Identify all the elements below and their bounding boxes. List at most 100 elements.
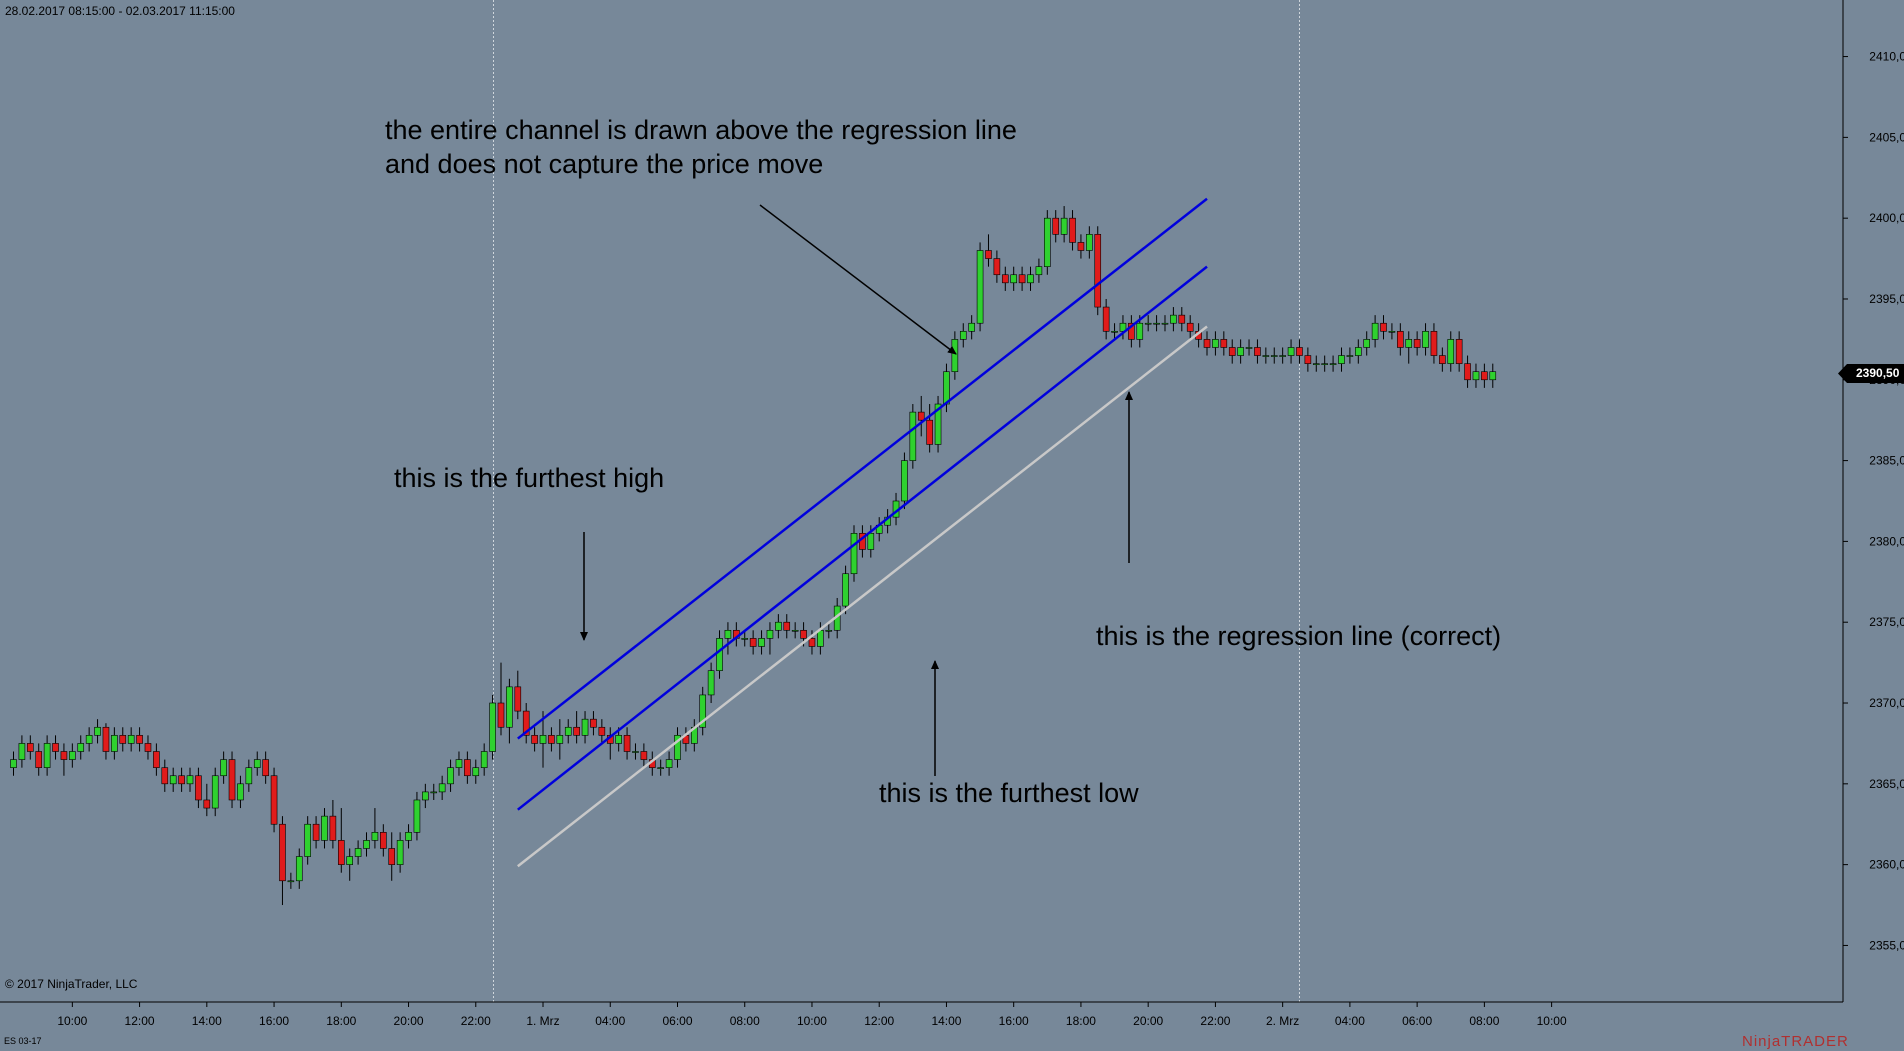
candle-body bbox=[1422, 331, 1429, 348]
candle bbox=[52, 735, 59, 760]
candle-body bbox=[1481, 371, 1488, 381]
candle-body bbox=[413, 799, 421, 833]
candle-body bbox=[245, 767, 253, 785]
y-tick-label: 2380,00 bbox=[1869, 534, 1904, 548]
candle-body bbox=[178, 775, 185, 785]
candle bbox=[35, 743, 43, 776]
candle bbox=[1447, 331, 1455, 372]
candle bbox=[228, 751, 236, 809]
candle-body bbox=[1254, 347, 1261, 356]
candle bbox=[169, 767, 177, 792]
candle bbox=[455, 751, 463, 776]
annotation-furthest-low[interactable]: this is the furthest low bbox=[879, 778, 1139, 808]
candle-body bbox=[321, 815, 328, 841]
x-tick-label: 04:00 bbox=[1335, 1014, 1365, 1028]
candle bbox=[1018, 266, 1026, 291]
candle-body bbox=[18, 743, 26, 760]
candle-body bbox=[464, 759, 471, 777]
candle-body bbox=[472, 767, 480, 777]
candle-body bbox=[783, 621, 791, 631]
candle-body bbox=[632, 751, 639, 753]
annotation-channel-line-1[interactable]: the entire channel is drawn above the re… bbox=[385, 115, 1017, 145]
candle-body bbox=[985, 250, 992, 259]
candle-body bbox=[951, 339, 959, 373]
candle-body bbox=[943, 371, 950, 405]
candle bbox=[934, 395, 942, 453]
candle-body bbox=[388, 848, 396, 865]
candle bbox=[1212, 331, 1219, 356]
candle bbox=[447, 759, 454, 792]
candle bbox=[430, 783, 438, 800]
candle-body bbox=[253, 759, 261, 768]
candle-body bbox=[43, 743, 51, 768]
candle bbox=[94, 719, 101, 744]
candle bbox=[312, 816, 320, 849]
candle bbox=[707, 662, 715, 704]
candle bbox=[1472, 363, 1480, 388]
candle-body bbox=[136, 735, 143, 744]
price-axis[interactable]: 2355,00 2360,00 2365,00 2370,00 2375,00 2380,… bbox=[1842, 0, 1904, 1002]
candle-body bbox=[354, 848, 362, 857]
candle bbox=[1060, 206, 1068, 243]
candle-body bbox=[850, 533, 858, 575]
candle-body bbox=[1094, 234, 1102, 308]
candle bbox=[917, 395, 925, 437]
candle bbox=[632, 743, 639, 760]
candle bbox=[304, 816, 311, 865]
candle-body bbox=[119, 735, 127, 744]
lower-channel-line[interactable] bbox=[517, 265, 1208, 811]
candle bbox=[119, 727, 127, 752]
upper-channel-line[interactable] bbox=[517, 197, 1208, 740]
candle-body bbox=[287, 880, 295, 883]
candle bbox=[1321, 355, 1328, 372]
candle bbox=[1094, 226, 1102, 316]
x-tick-label: 16:00 bbox=[999, 1014, 1029, 1028]
candle bbox=[489, 694, 496, 760]
candle bbox=[1161, 315, 1169, 332]
y-tick-label: 2375,00 bbox=[1869, 615, 1904, 629]
candle bbox=[699, 686, 707, 736]
annotation-channel-line-2[interactable]: and does not capture the price move bbox=[385, 149, 823, 179]
x-tick-label: 22:00 bbox=[1200, 1014, 1230, 1028]
candle bbox=[1027, 266, 1034, 291]
candle bbox=[60, 743, 68, 776]
candle-body bbox=[758, 638, 765, 647]
candle-body bbox=[791, 629, 799, 632]
candle-body bbox=[497, 702, 505, 728]
candle bbox=[1245, 339, 1253, 356]
candle bbox=[10, 751, 17, 776]
text-annotations[interactable]: the entire channel is drawn above the re… bbox=[385, 115, 1501, 808]
candle-body bbox=[161, 767, 169, 785]
annotation-regression-line[interactable]: this is the regression line (correct) bbox=[1096, 621, 1501, 651]
candle-body bbox=[203, 799, 211, 809]
y-tick-label: 2355,00 bbox=[1869, 938, 1904, 952]
x-tick-label: 10:00 bbox=[1537, 1014, 1567, 1028]
candle-body bbox=[279, 823, 286, 882]
candle-body bbox=[228, 759, 236, 801]
candle bbox=[422, 783, 429, 809]
candle-body bbox=[346, 856, 354, 865]
annotation-furthest-high[interactable]: this is the furthest high bbox=[394, 463, 664, 493]
candle bbox=[674, 727, 681, 768]
candle-body bbox=[337, 840, 345, 865]
candle bbox=[413, 791, 421, 841]
candle-body bbox=[1069, 217, 1076, 243]
candle bbox=[396, 832, 404, 873]
candle bbox=[1329, 355, 1337, 372]
x-tick-label: 10:00 bbox=[57, 1014, 87, 1028]
candle-body bbox=[1035, 266, 1043, 276]
candle bbox=[1355, 339, 1362, 364]
regression-line[interactable] bbox=[517, 325, 1208, 868]
candle bbox=[968, 315, 975, 340]
candle bbox=[598, 719, 606, 744]
candle bbox=[539, 711, 547, 768]
y-tick-label: 2410,00 bbox=[1869, 50, 1904, 64]
session-separators bbox=[493, 0, 1300, 1002]
candle bbox=[321, 808, 328, 849]
drawing-objects[interactable] bbox=[517, 197, 1208, 868]
time-axis[interactable]: 10:00 12:00 14:00 16:00 18:00 20:00 22:00 1. Mr… bbox=[0, 1001, 1843, 1028]
annotation-arrows bbox=[580, 204, 1133, 776]
candle-body bbox=[480, 751, 488, 768]
candle bbox=[1077, 234, 1085, 259]
